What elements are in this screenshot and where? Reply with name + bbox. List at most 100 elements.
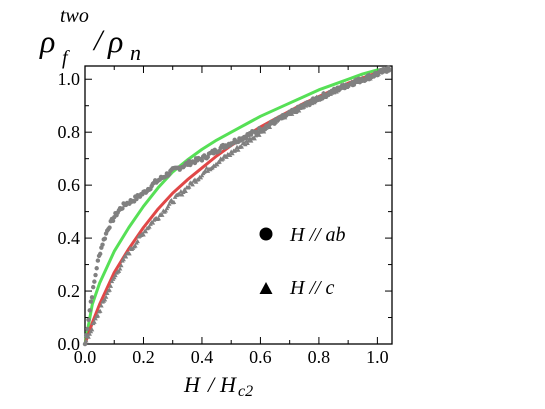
x-tick-label: 0.0 (74, 347, 97, 367)
data-point-triangle (165, 204, 171, 209)
x-label-symbol: H (183, 372, 201, 397)
data-point-triangle (99, 303, 104, 308)
data-point-triangle (321, 90, 326, 95)
data-point-triangle (227, 152, 233, 157)
data-point-triangle (301, 104, 307, 109)
y-label-denominator-symbol: ρ (107, 23, 123, 59)
data-point-triangle (93, 316, 98, 321)
fit-line-0 (83, 67, 390, 345)
data-point-triangle (274, 118, 280, 123)
data-point-triangle (186, 184, 192, 189)
y-label-numerator-symbol: ρ (39, 23, 55, 59)
data-point-triangle (89, 327, 95, 332)
data-point-triangle (135, 238, 140, 244)
data-point-triangle (267, 124, 273, 129)
data-point-circle (88, 299, 94, 304)
data-point-triangle (190, 182, 195, 187)
data-point-circle (87, 308, 92, 313)
data-point-circle (93, 272, 98, 278)
data-point-triangle (143, 229, 149, 234)
y-label-numerator-sub: f (62, 47, 70, 69)
data-point-triangle (382, 69, 387, 74)
data-point-triangle (235, 147, 241, 152)
data-point-triangle (92, 319, 97, 324)
data-point-triangle (242, 142, 248, 147)
plot-area: 0.0 0.2 0.4 0.6 0.8 1.0 0.0 0.2 0.4 0.6 0.8 1.0 (58, 64, 393, 367)
data-point-circle (94, 266, 99, 271)
data-point-triangle (150, 220, 156, 225)
data-point-circle (102, 236, 108, 241)
data-point-triangle (282, 115, 288, 120)
x-tick-label: 0.6 (249, 347, 272, 367)
data-point-triangle (156, 216, 161, 221)
data-point-triangle (102, 297, 108, 302)
data-point-circle (86, 317, 91, 323)
legend: H // ab H // c (259, 224, 346, 299)
legend-label-ab: H // ab (289, 224, 346, 246)
y-tick-label: 0.8 (58, 122, 81, 142)
data-point-triangle (183, 188, 188, 194)
data-point-triangle (334, 89, 339, 94)
data-point-triangle (217, 159, 222, 164)
data-point-triangle (386, 64, 392, 70)
data-point-triangle (303, 103, 309, 108)
data-point-circle (98, 251, 103, 257)
data-point-circle (90, 284, 96, 290)
data-point-triangle (248, 138, 254, 143)
data-point-triangle (289, 111, 295, 116)
data-point-triangle (111, 275, 117, 280)
data-point-triangle (220, 156, 226, 161)
data-point-triangle (199, 173, 205, 178)
data-point-triangle (214, 162, 220, 167)
data-point-triangle (163, 208, 168, 213)
y-tick-label: 0.6 (58, 175, 81, 195)
data-point-circle (199, 158, 205, 163)
data-point-triangle (132, 243, 138, 248)
data-point-circle (95, 258, 101, 263)
data-point-circle (244, 136, 249, 141)
data-point-triangle (293, 109, 298, 115)
plot-frame (84, 65, 393, 345)
data-point-triangle (166, 201, 172, 206)
data-point-circle (110, 218, 116, 224)
data-point-triangle (118, 263, 124, 268)
y-tick-label: 0.2 (58, 281, 81, 301)
data-point-triangle (147, 224, 152, 229)
x-tick-label: 1.0 (366, 347, 389, 367)
data-point-triangle (95, 313, 101, 318)
data-point-triangle (230, 151, 235, 156)
data-point-triangle (117, 266, 123, 271)
data-point-triangle (127, 251, 132, 256)
data-point-triangle (171, 199, 177, 204)
data-point-triangle (179, 192, 185, 197)
y-label-numerator-sup: two (60, 5, 89, 27)
data-point-triangle (356, 79, 361, 84)
data-point-triangle (261, 129, 267, 134)
data-point-triangle (123, 254, 129, 259)
data-point-triangle (116, 268, 122, 273)
data-point-triangle (108, 283, 114, 288)
data-point-circle (107, 225, 112, 230)
y-axis-label: ρ f two / ρ n (39, 5, 141, 69)
data-point-triangle (239, 144, 245, 149)
x-axis-label: H / H c2 (183, 372, 253, 400)
data-point-triangle (339, 85, 345, 90)
data-point-triangle (193, 179, 199, 184)
data-point-triangle (107, 287, 112, 292)
data-point-triangle (366, 72, 372, 77)
data-point-triangle (376, 71, 381, 76)
data-point-triangle (256, 132, 262, 137)
y-label-denominator-sub: n (130, 40, 141, 65)
y-label-separator: / (92, 24, 105, 57)
y-tick-label: 0.4 (58, 228, 81, 248)
data-point-triangle (245, 140, 250, 146)
data-point-triangle (358, 78, 364, 83)
data-point-triangle (253, 133, 259, 138)
data-point-triangle (141, 232, 146, 237)
data-point-triangle (97, 308, 103, 313)
data-point-circle (120, 206, 125, 211)
data-point-circle (100, 242, 105, 247)
x-tick-label: 0.2 (132, 347, 155, 367)
data-point-triangle (224, 154, 229, 159)
